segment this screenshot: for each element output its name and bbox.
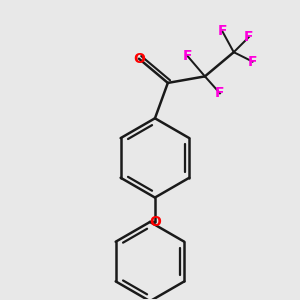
Text: O: O [149, 215, 161, 229]
Text: F: F [218, 25, 227, 38]
Text: F: F [248, 55, 257, 69]
Text: F: F [244, 30, 254, 44]
Text: O: O [133, 52, 145, 66]
Text: F: F [215, 86, 225, 100]
Text: F: F [182, 49, 192, 63]
